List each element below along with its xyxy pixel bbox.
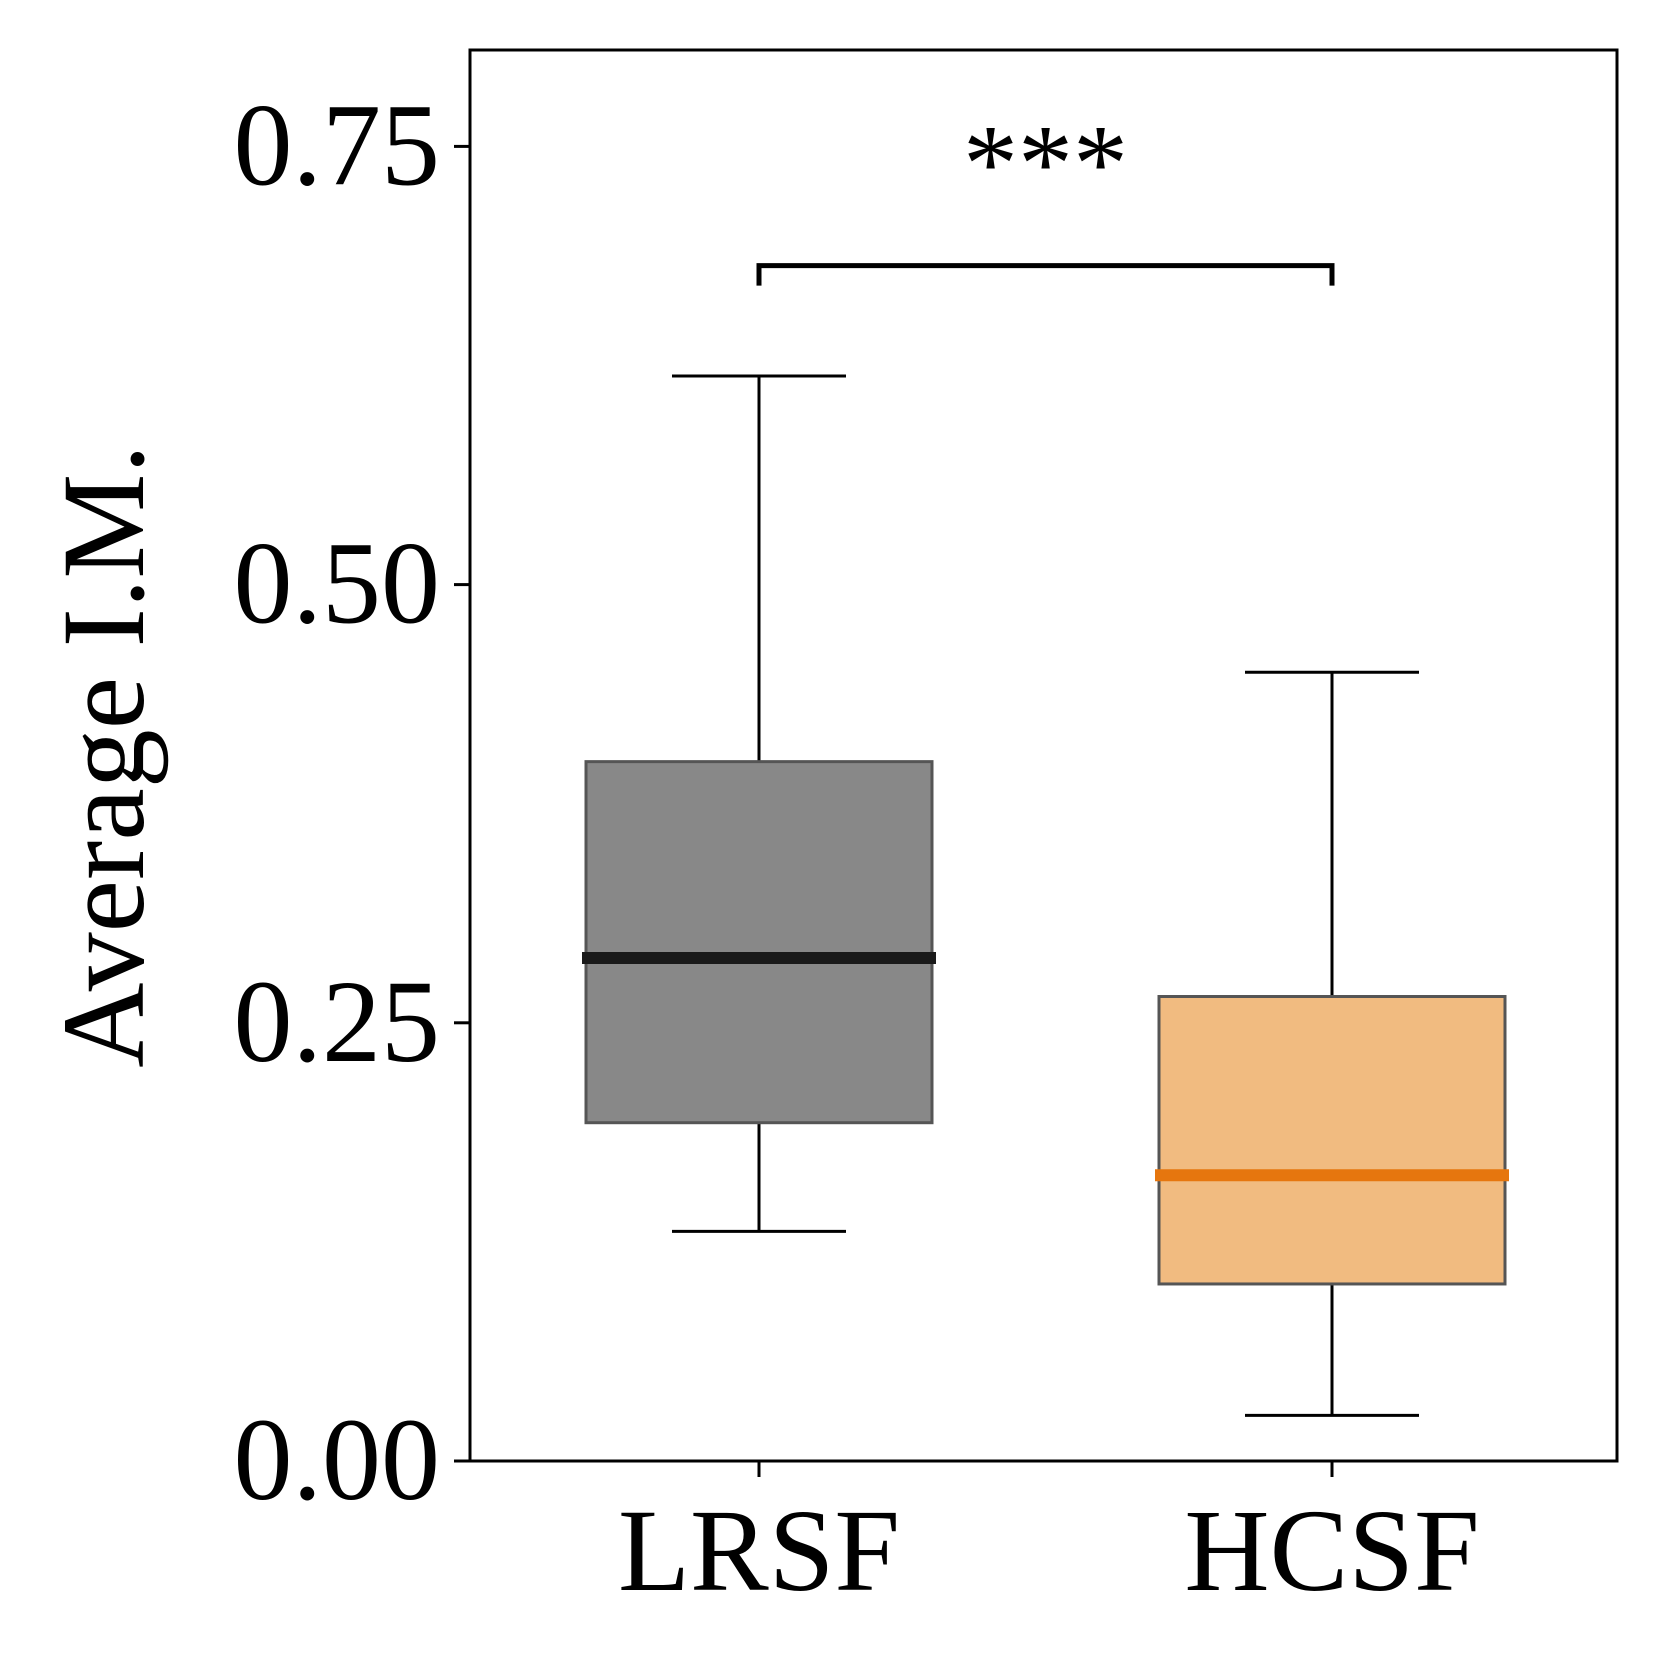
y-tick-label: 0.75 <box>234 79 441 210</box>
y-tick-label: 0.25 <box>234 956 441 1087</box>
significance-bracket <box>756 263 1335 286</box>
plot-frame <box>468 48 1619 1463</box>
y-axis-label: Average I.M. <box>38 444 169 1068</box>
y-tick-label: 0.50 <box>234 518 441 649</box>
y-tick-label: 0.00 <box>234 1394 441 1525</box>
significance-label: *** <box>963 103 1128 225</box>
x-tick-label-hcsf: HCSF <box>1184 1485 1479 1616</box>
box-hcsf <box>1157 995 1507 1286</box>
box-lrsf <box>584 760 934 1125</box>
plot-layer: 0.00 0.25 0.50 0.75 LRSF HCSF *** <box>234 79 1509 1616</box>
x-tick-label-lrsf: LRSF <box>618 1485 900 1616</box>
